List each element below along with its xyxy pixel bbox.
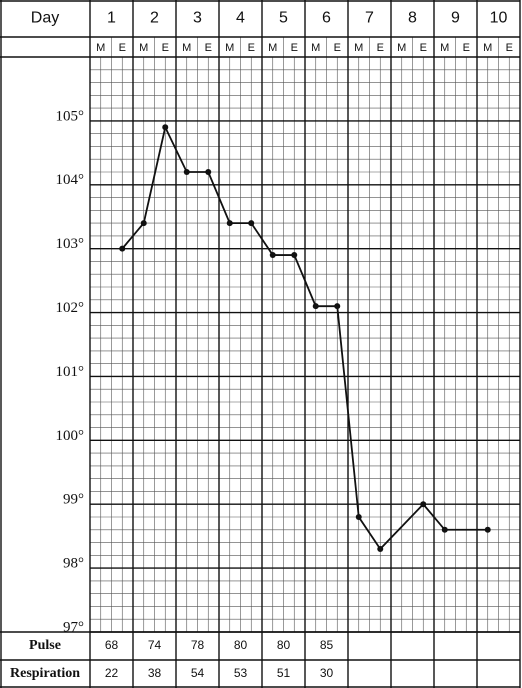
day-label: 5 xyxy=(279,10,288,27)
temperature-point xyxy=(248,220,255,227)
row-value: 78 xyxy=(191,638,205,652)
half-label: E xyxy=(334,42,341,54)
half-label: M xyxy=(483,42,492,54)
temperature-point xyxy=(183,169,190,175)
y-tick-label: 104° xyxy=(56,172,85,188)
temperature-point xyxy=(420,501,427,508)
temperature-point xyxy=(441,526,448,533)
half-label: M xyxy=(96,42,105,54)
row-value: 74 xyxy=(148,638,162,652)
temperature-point xyxy=(119,245,126,252)
row-value: 51 xyxy=(277,666,291,680)
half-label: E xyxy=(420,42,427,54)
row-value: 54 xyxy=(191,666,205,680)
half-label: E xyxy=(248,42,255,54)
y-tick-label: 99° xyxy=(63,492,84,508)
header-label: Day xyxy=(31,10,59,27)
half-label: M xyxy=(311,42,320,54)
row-label: Respiration xyxy=(10,666,80,681)
y-tick-label: 102° xyxy=(56,300,85,316)
half-label: E xyxy=(205,42,212,54)
day-label: 7 xyxy=(365,10,374,27)
half-label: M xyxy=(354,42,363,54)
half-label: E xyxy=(463,42,470,54)
y-tick-label: 103° xyxy=(56,236,85,252)
half-label: M xyxy=(225,42,234,54)
day-label: 1 xyxy=(107,10,116,27)
temperature-point xyxy=(334,303,341,310)
day-label: 6 xyxy=(322,10,331,27)
day-label: 8 xyxy=(408,10,417,27)
day-label: 4 xyxy=(236,10,245,27)
day-label: 9 xyxy=(451,10,460,27)
half-label: E xyxy=(506,42,513,54)
temperature-point xyxy=(484,526,491,533)
half-label: M xyxy=(397,42,406,54)
half-label: E xyxy=(119,42,126,54)
row-value: 22 xyxy=(105,666,119,680)
temperature-point xyxy=(269,252,276,259)
y-tick-label: 98° xyxy=(63,556,84,572)
y-tick-label: 100° xyxy=(56,428,85,444)
half-label: E xyxy=(291,42,298,54)
y-tick-label: 105° xyxy=(56,108,85,124)
half-label: M xyxy=(440,42,449,54)
temperature-point xyxy=(291,252,298,259)
temperature-point xyxy=(140,220,147,227)
temperature-point xyxy=(205,169,212,175)
row-label: Pulse xyxy=(29,638,61,653)
temperature-point xyxy=(377,545,384,552)
row-value: 80 xyxy=(234,638,248,652)
half-label: M xyxy=(268,42,277,54)
day-label: 3 xyxy=(193,10,202,27)
temperature-line xyxy=(121,124,488,551)
temperature-point xyxy=(226,220,233,227)
half-label: M xyxy=(182,42,191,54)
day-label: 10 xyxy=(490,10,508,27)
row-value: 30 xyxy=(320,666,334,680)
row-value: 85 xyxy=(320,638,334,652)
row-value: 53 xyxy=(234,666,248,680)
half-label: E xyxy=(377,42,384,54)
row-value: 80 xyxy=(277,638,291,652)
temperature-point xyxy=(162,124,169,131)
temperature-point xyxy=(312,303,319,310)
half-label: M xyxy=(139,42,148,54)
day-label: 2 xyxy=(150,10,159,27)
temperature-point xyxy=(355,514,362,520)
y-tick-label: 101° xyxy=(56,364,85,380)
y-tick-label: 97° xyxy=(63,619,84,635)
half-label: E xyxy=(162,42,169,54)
row-value: 38 xyxy=(148,666,162,680)
row-value: 68 xyxy=(105,638,119,652)
